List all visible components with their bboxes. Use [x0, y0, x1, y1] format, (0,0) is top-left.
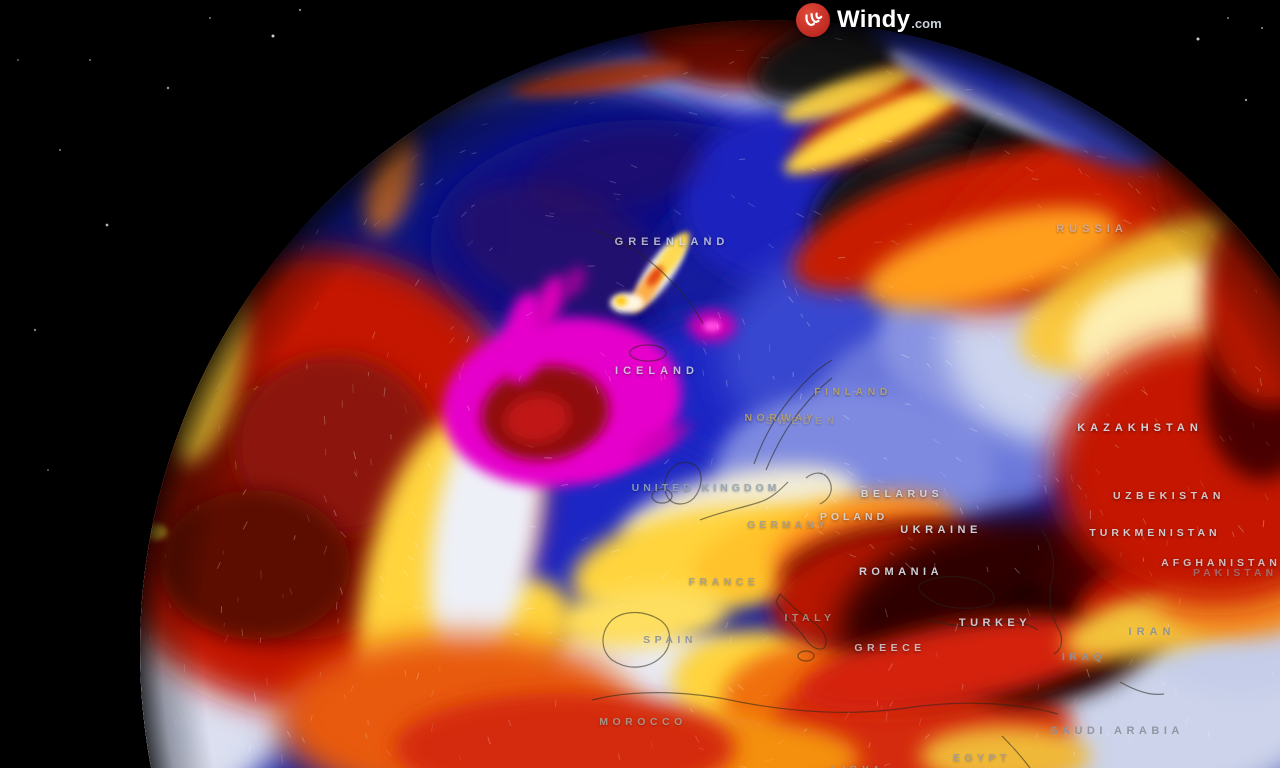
brand-name: Windy	[837, 6, 911, 33]
windy-swirl-icon	[796, 3, 830, 37]
windy-logo[interactable]: Windy .com	[796, 2, 942, 38]
brand-tld: .com	[911, 16, 942, 31]
stars	[17, 8, 1263, 471]
